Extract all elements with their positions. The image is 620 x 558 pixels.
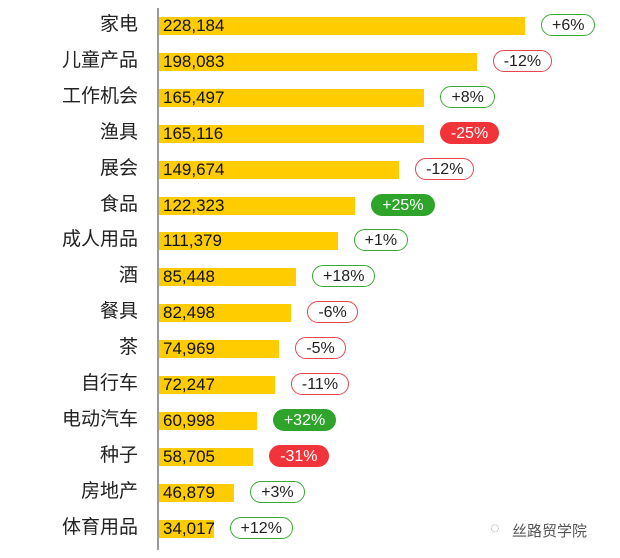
category-label: 家电	[99, 13, 138, 35]
category-label: 电动汽车	[61, 407, 138, 430]
value-label: 72,247	[163, 375, 215, 394]
bar	[159, 52, 477, 71]
bar	[159, 160, 400, 179]
category-label: 房地产	[80, 479, 138, 502]
value-label: 60,998	[163, 410, 215, 430]
category-label: 展会	[99, 156, 138, 179]
category-label: 自行车	[80, 372, 138, 394]
change-badge: +18%	[312, 265, 376, 288]
value-label: 82,498	[163, 303, 215, 323]
change-badge: -11%	[290, 373, 350, 395]
category-label: 餐具	[99, 300, 138, 323]
value-label: 165,497	[163, 87, 225, 107]
value-label: 74,969	[163, 339, 215, 359]
bar	[159, 124, 424, 143]
category-label: 酒	[118, 264, 138, 287]
value-label: 149,674	[163, 159, 225, 179]
bar	[159, 17, 525, 35]
category-label: 成人用品	[61, 228, 138, 251]
bar	[159, 304, 292, 323]
value-label: 85,448	[163, 267, 215, 287]
value-label: 46,879	[163, 482, 215, 502]
bar	[159, 196, 356, 215]
change-badge: -12%	[492, 49, 553, 72]
bar	[159, 376, 275, 394]
change-badge: -6%	[307, 301, 358, 324]
category-label: 体育用品	[61, 515, 138, 538]
category-label: 工作机会	[61, 84, 138, 107]
change-badge: +12%	[229, 516, 293, 539]
bar	[159, 483, 235, 502]
change-badge: +3%	[250, 480, 305, 503]
value-label: 111,379	[163, 231, 222, 251]
category-label: 食品	[99, 192, 138, 215]
change-badge: -12%	[415, 157, 475, 180]
change-badge: +25%	[371, 193, 435, 216]
value-label: 58,705	[163, 446, 215, 466]
change-badge: +1%	[353, 229, 409, 252]
bar	[159, 232, 338, 251]
value-label: 228,184	[163, 16, 225, 35]
category-label: 茶	[118, 336, 138, 359]
wechat-icon: ◌	[490, 520, 500, 537]
category-label: 渔具	[99, 120, 138, 143]
change-badge: -25%	[439, 121, 500, 144]
bar	[159, 447, 254, 466]
bar	[159, 340, 280, 359]
bar	[159, 519, 214, 538]
bar	[159, 411, 257, 430]
change-badge: +8%	[440, 85, 495, 108]
bar	[159, 268, 297, 287]
y-axis-line	[157, 8, 159, 550]
value-label: 122,323	[163, 195, 225, 215]
change-badge: +6%	[541, 14, 596, 36]
value-label: 165,116	[163, 123, 224, 143]
watermark: 丝路贸学院	[512, 522, 588, 540]
bar	[159, 88, 425, 107]
category-label: 种子	[99, 443, 138, 466]
value-label: 34,017	[163, 518, 215, 538]
change-badge: +32%	[272, 408, 337, 431]
change-badge: -5%	[295, 337, 346, 360]
value-label: 198,083	[163, 51, 225, 71]
category-label: 儿童产品	[61, 48, 138, 71]
change-badge: -31%	[269, 444, 329, 467]
